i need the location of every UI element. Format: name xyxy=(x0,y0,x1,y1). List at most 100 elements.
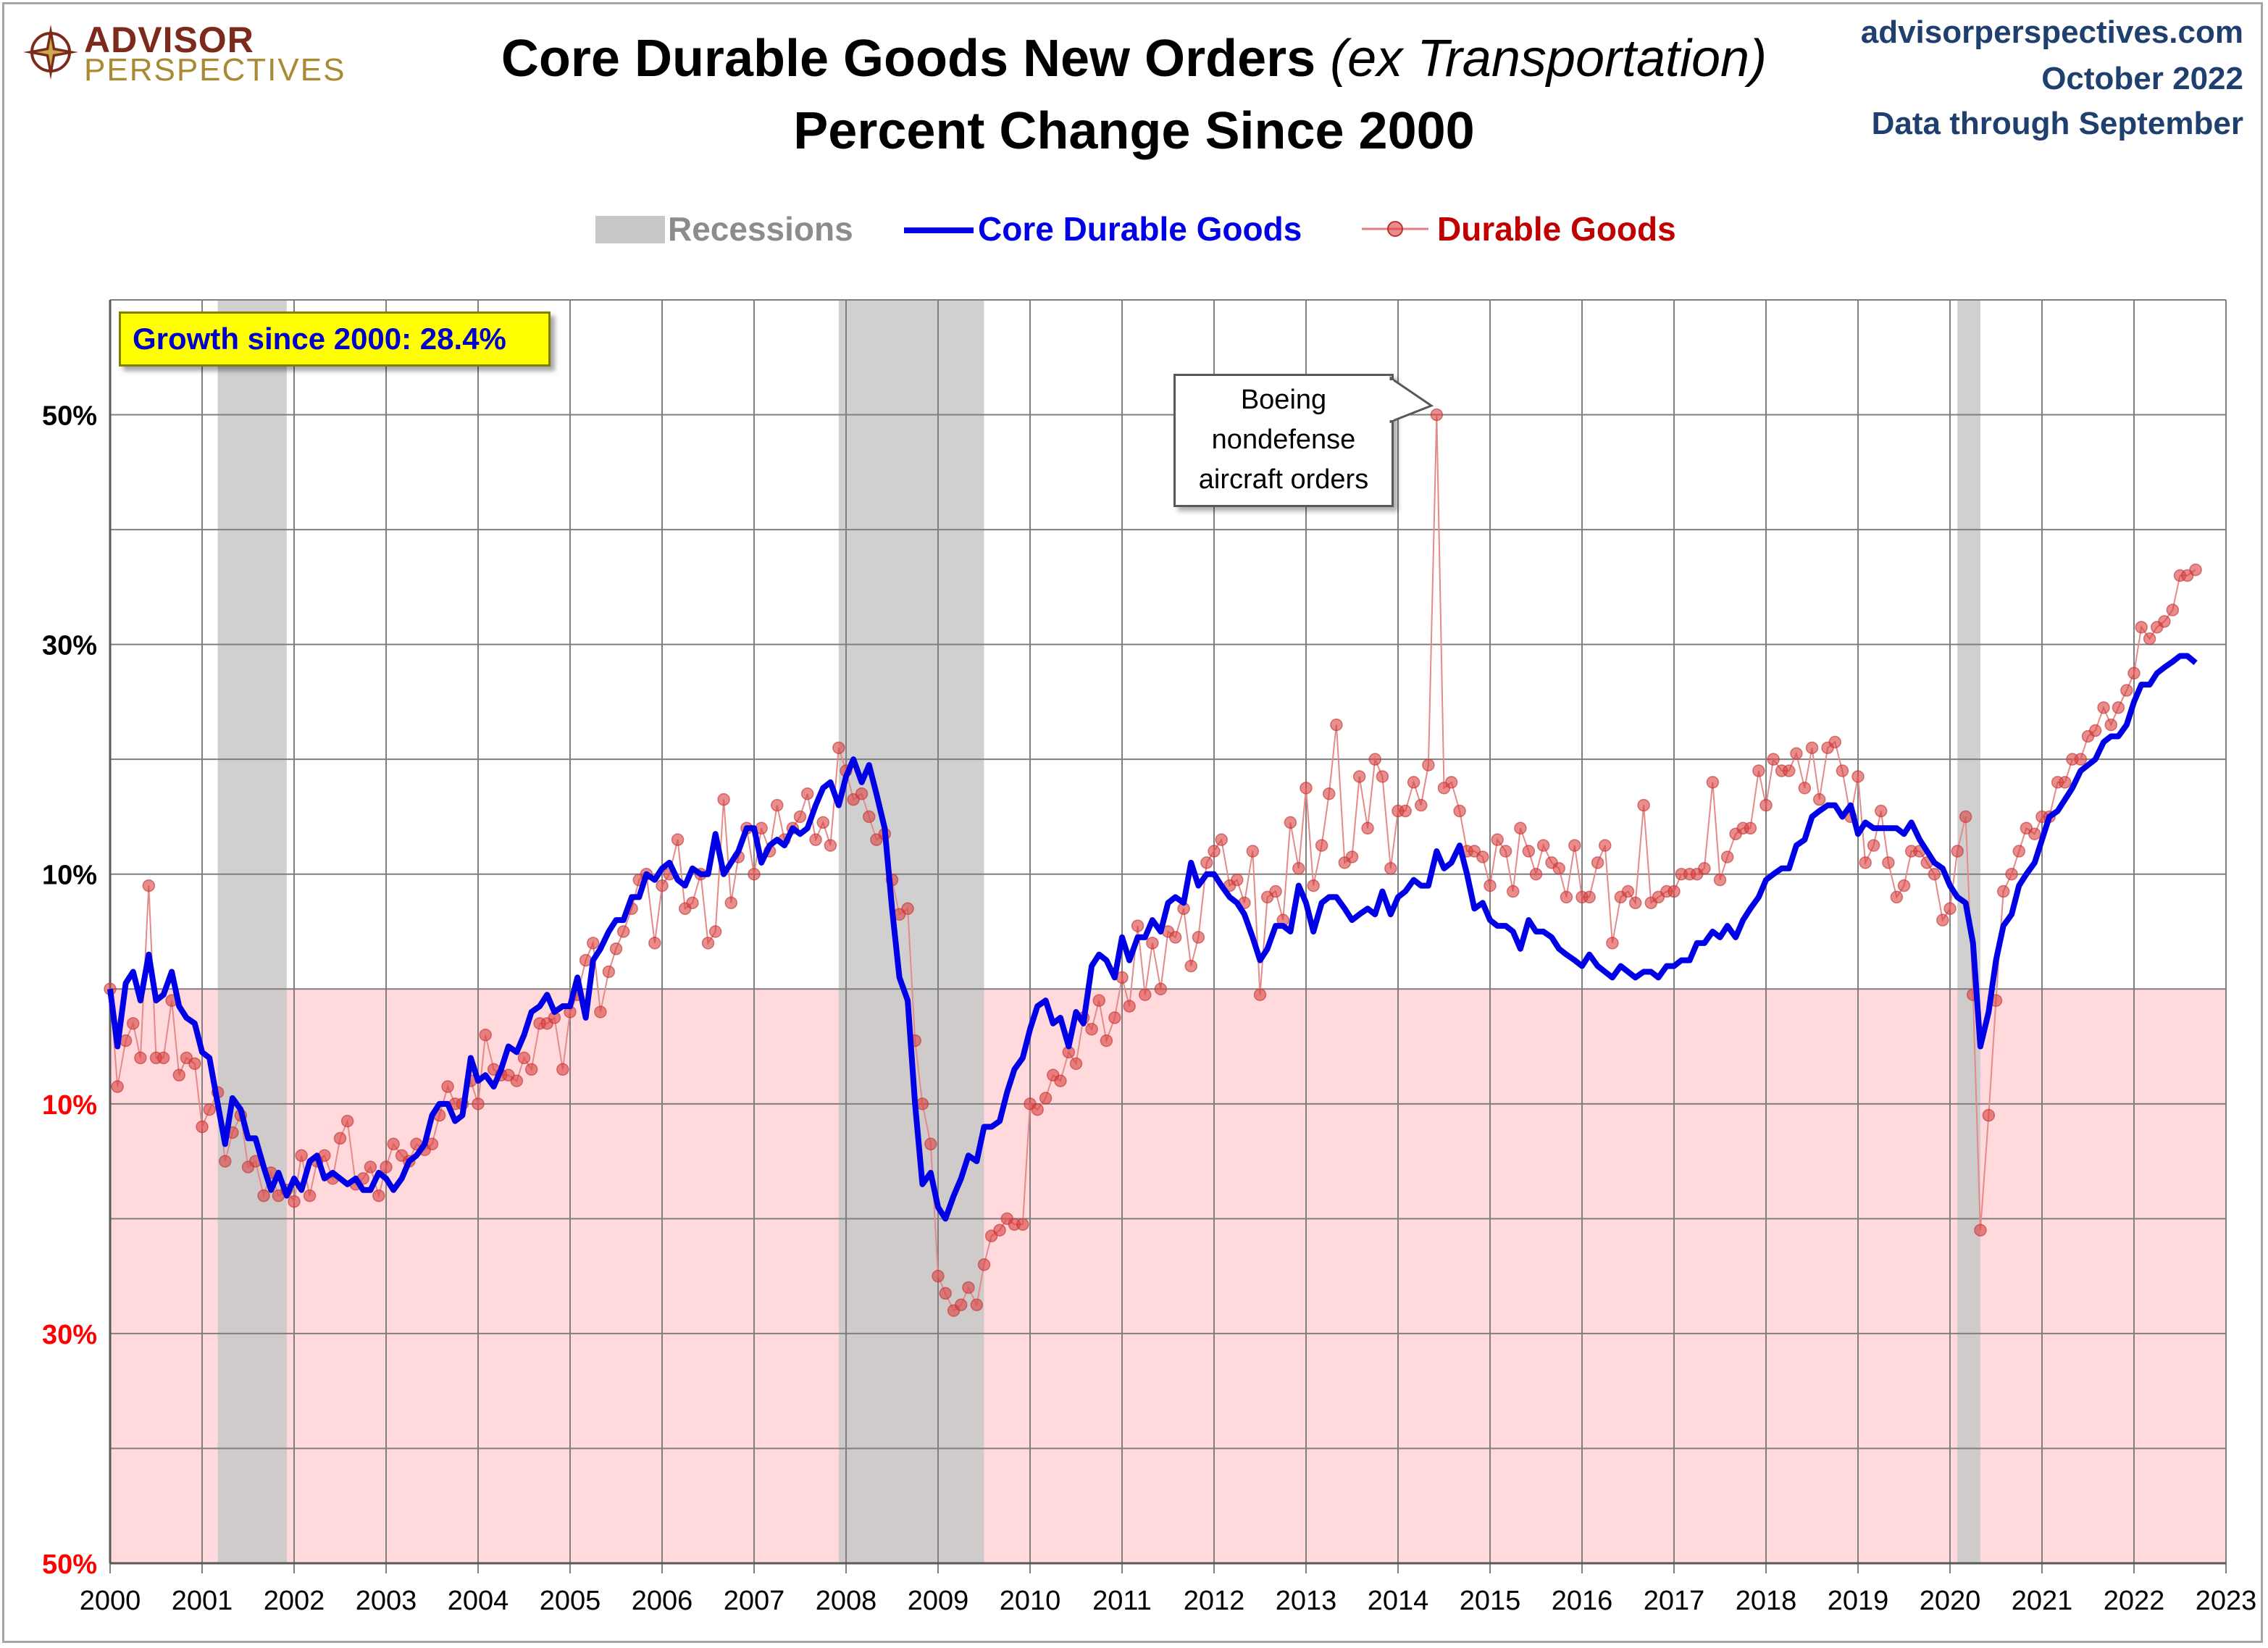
durable-goods-point xyxy=(2104,718,2117,732)
durable-goods-point xyxy=(1307,879,1320,892)
durable-goods-point xyxy=(1606,937,1619,950)
x-tick-label: 2011 xyxy=(1092,1586,1152,1616)
durable-goods-point xyxy=(924,1137,937,1151)
durable-goods-point xyxy=(203,1103,216,1116)
durable-goods-point xyxy=(1744,821,1757,835)
durable-goods-point xyxy=(1330,718,1343,732)
durable-goods-point xyxy=(303,1189,317,1202)
durable-goods-point xyxy=(1231,873,1244,887)
durable-goods-point xyxy=(1100,1034,1113,1047)
durable-goods-point xyxy=(1422,758,1435,771)
durable-goods-point xyxy=(1851,770,1865,783)
durable-goods-point xyxy=(1667,884,1681,898)
x-tick-label: 2002 xyxy=(264,1586,325,1616)
durable-goods-point xyxy=(1752,764,1765,777)
chart-subtitle: Percent Change Since 2000 xyxy=(793,102,1475,160)
durable-goods-point xyxy=(333,1132,347,1145)
durable-goods-point xyxy=(1628,896,1642,910)
durable-goods-point xyxy=(1146,937,1159,950)
durable-goods-point xyxy=(1759,798,1773,812)
durable-goods-point xyxy=(295,1149,308,1162)
y-tick-label: 50% xyxy=(42,1549,97,1580)
callout-line-1: Boeing xyxy=(1240,385,1327,415)
durable-goods-point xyxy=(1499,845,1512,858)
durable-goods-point xyxy=(1323,787,1336,800)
x-tick-label: 2012 xyxy=(1184,1586,1245,1616)
durable-goods-point xyxy=(832,741,845,755)
durable-goods-point xyxy=(2112,701,2125,714)
durable-goods-point xyxy=(1092,994,1105,1007)
durable-goods-point xyxy=(1783,764,1796,777)
durable-goods-point xyxy=(1798,782,1812,795)
durable-goods-point xyxy=(2120,684,2133,697)
durable-goods-point xyxy=(1943,902,1957,916)
durable-goods-point xyxy=(2189,563,2202,577)
durable-goods-point xyxy=(1016,1218,1029,1231)
durable-goods-point xyxy=(724,896,737,910)
compass-icon xyxy=(23,25,78,80)
durable-goods-point xyxy=(1560,890,1573,904)
durable-goods-point xyxy=(1215,833,1228,846)
durable-goods-point xyxy=(609,942,623,955)
durable-goods-point xyxy=(1875,804,1888,818)
x-tick-label: 2022 xyxy=(2104,1586,2165,1616)
durable-goods-point xyxy=(1959,810,1972,824)
durable-goods-point xyxy=(127,1017,140,1030)
durable-goods-point xyxy=(708,925,722,938)
y-tick-label: 30% xyxy=(42,631,97,661)
durable-goods-point xyxy=(1168,931,1182,944)
durable-goods-point xyxy=(1599,839,1612,852)
callout-line-2: nondefense xyxy=(1211,424,1356,455)
callout-line-3: aircraft orders xyxy=(1198,464,1369,495)
durable-goods-point xyxy=(1936,913,1949,927)
durable-goods-point xyxy=(387,1137,400,1151)
durable-goods-point xyxy=(1621,884,1635,898)
durable-goods-point xyxy=(793,810,807,824)
durable-goods-point xyxy=(1131,919,1145,932)
durable-goods-point xyxy=(916,1097,929,1110)
durable-goods-point xyxy=(1720,850,1734,863)
durable-goods-point xyxy=(524,1063,538,1076)
durable-goods-point xyxy=(172,1068,185,1082)
durable-goods-point xyxy=(517,1051,531,1065)
durable-goods-point xyxy=(1637,798,1650,812)
durable-goods-point xyxy=(2005,867,2018,881)
durable-goods-point xyxy=(1867,839,1880,852)
x-tick-label: 2014 xyxy=(1368,1586,1429,1616)
durable-goods-point xyxy=(701,937,715,950)
durable-goods-point xyxy=(2028,827,2041,840)
durable-goods-point xyxy=(1859,856,1872,869)
durable-goods-point xyxy=(340,1114,354,1128)
y-tick-label: 10% xyxy=(42,861,97,891)
durable-goods-point xyxy=(748,867,761,881)
durable-goods-point xyxy=(993,1224,1006,1237)
durable-goods-point xyxy=(2127,666,2141,680)
x-tick-label: 2013 xyxy=(1276,1586,1337,1616)
x-tick-label: 2009 xyxy=(908,1586,969,1616)
legend: Recessions Core Durable Goods Durable Go… xyxy=(0,207,2268,258)
durable-goods-point xyxy=(1591,856,1604,869)
durable-goods-point xyxy=(939,1287,952,1300)
durable-goods-point xyxy=(1300,782,1313,795)
source-note: Data through September xyxy=(1871,106,2243,141)
durable-goods-point xyxy=(1154,982,1168,996)
durable-goods-point xyxy=(1890,890,1904,904)
durable-goods-point xyxy=(111,1080,124,1093)
durable-goods-point xyxy=(196,1120,209,1134)
durable-goods-point xyxy=(1928,867,1941,881)
durable-goods-point xyxy=(1430,408,1444,422)
durable-goods-point xyxy=(1698,862,1711,875)
durable-goods-point xyxy=(1031,1103,1044,1116)
durable-goods-point xyxy=(970,1298,984,1312)
durable-goods-point xyxy=(510,1074,524,1087)
durable-goods-point xyxy=(1767,753,1780,766)
durable-goods-point xyxy=(1476,850,1489,863)
durable-goods-point xyxy=(1897,879,1911,892)
durable-goods-point xyxy=(771,798,784,812)
durable-goods-point xyxy=(1522,845,1536,858)
durable-goods-point xyxy=(556,1063,569,1076)
durable-goods-point xyxy=(1345,850,1359,863)
durable-goods-point xyxy=(955,1298,968,1312)
durable-goods-point xyxy=(134,1051,147,1065)
